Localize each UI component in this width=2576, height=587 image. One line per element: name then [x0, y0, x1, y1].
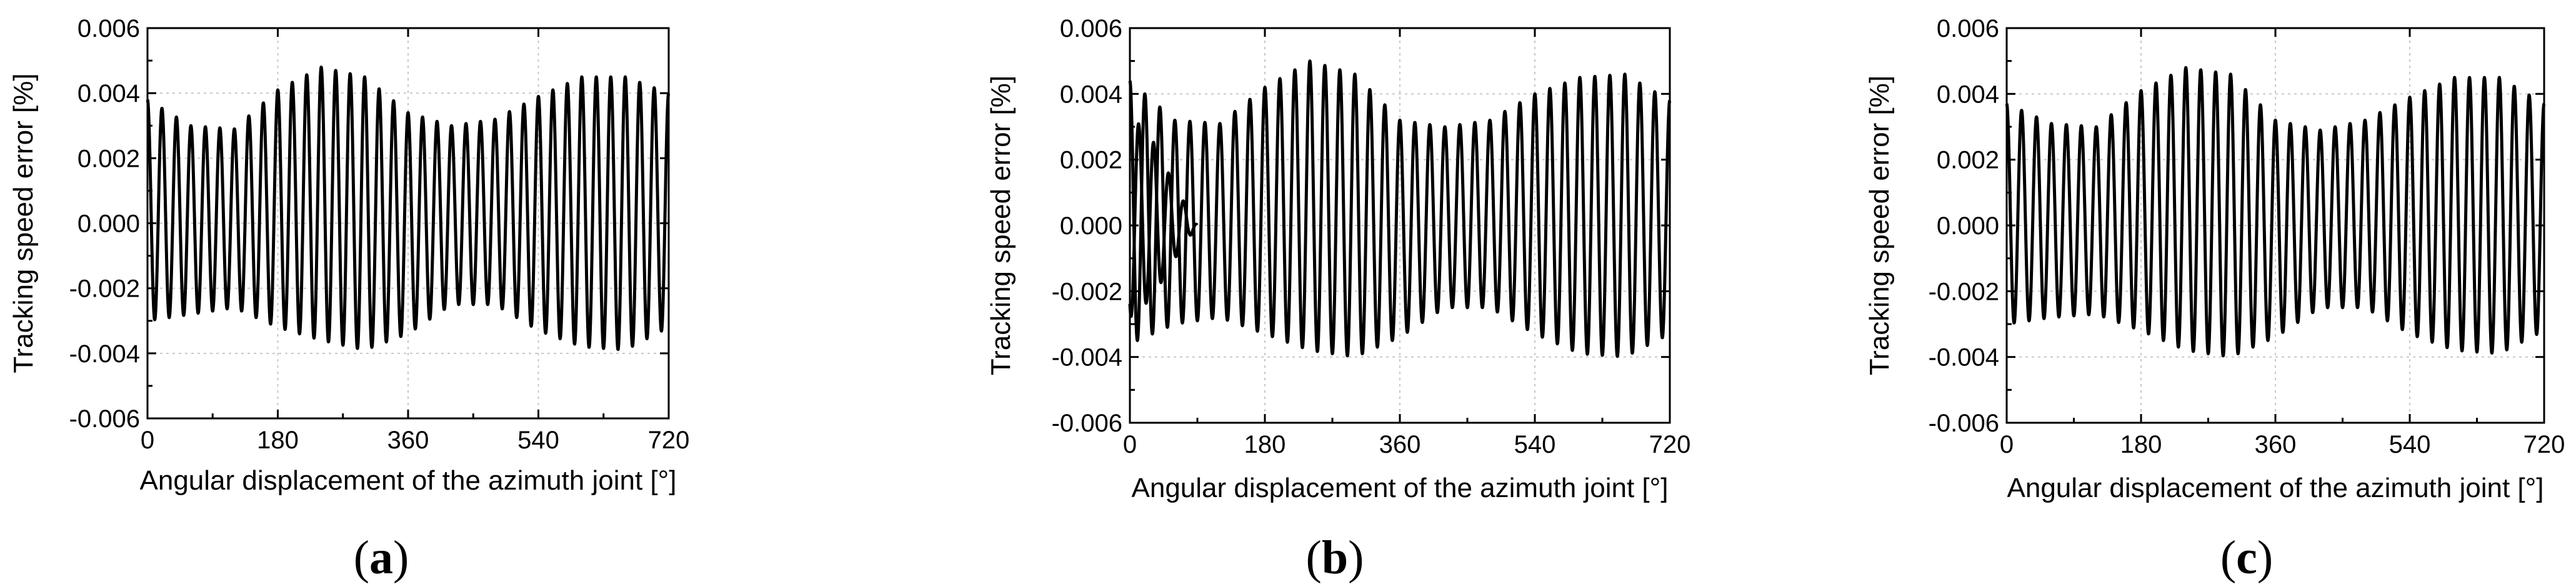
y-tick-label: 0.004	[1937, 81, 1999, 108]
y-tick-label: 0.002	[77, 145, 140, 172]
y-tick-label: -0.004	[1052, 344, 1122, 372]
panel-label-close-paren: )	[393, 531, 409, 584]
series-line-2	[1128, 122, 1199, 318]
gridlines	[147, 27, 669, 419]
y-tick-label: 0.000	[1060, 212, 1122, 240]
y-axis-label: Tracking speed error [%]	[8, 73, 39, 373]
x-tick-label: 180	[2120, 431, 2162, 458]
chart-panel-b: 0 180 360 540 720 -0.006 -0.004 -0.002 0.000 0.00…	[986, 15, 1690, 584]
gridlines	[1129, 27, 1670, 423]
x-tick-label: 180	[1244, 431, 1286, 458]
y-tick-label: -0.006	[1929, 410, 1999, 437]
y-tick-label: 0.000	[1937, 212, 1999, 240]
y-tick-label: -0.006	[1052, 410, 1122, 437]
y-tick-label: 0.000	[77, 210, 140, 238]
series-line-1	[146, 66, 671, 352]
y-tick-label: -0.006	[69, 405, 140, 433]
x-axis-label: Angular displacement of the azimuth join…	[140, 465, 677, 496]
y-tick-label: -0.002	[69, 275, 140, 303]
panel-label-open-paren: (	[1306, 531, 1322, 584]
x-tick-label: 540	[1514, 431, 1556, 458]
y-axis-label: Tracking speed error [%]	[1864, 76, 1895, 375]
y-tick-label: -0.004	[69, 340, 140, 368]
series-line-1	[1128, 59, 1672, 358]
panel-label-close-paren: )	[2257, 531, 2273, 584]
y-tick-label: 0.006	[77, 15, 140, 42]
panel-label-close-paren: )	[1348, 531, 1364, 584]
panel-label: (b)	[1306, 531, 1364, 584]
y-tick-label: 0.004	[1060, 81, 1122, 108]
y-axis-label: Tracking speed error [%]	[986, 76, 1016, 375]
y-tick-label: 0.002	[1060, 147, 1122, 174]
y-tick-label: -0.002	[1929, 278, 1999, 305]
x-axis-label: Angular displacement of the azimuth join…	[1132, 473, 1669, 503]
x-tick-label: 540	[2389, 431, 2431, 458]
panel-label-letter: b	[1322, 531, 1348, 584]
x-tick-label: 360	[2255, 431, 2297, 458]
y-tick-label: 0.006	[1937, 15, 1999, 42]
gridlines	[2006, 27, 2545, 423]
y-tick-label: -0.002	[1052, 278, 1122, 305]
x-tick-label: 0	[141, 427, 154, 454]
panel-label-open-paren: (	[354, 531, 369, 584]
x-tick-label: 0	[1123, 431, 1137, 458]
x-axis-label: Angular displacement of the azimuth join…	[2007, 473, 2544, 503]
x-tick-label: 360	[387, 427, 429, 454]
x-tick-label: 180	[257, 427, 299, 454]
x-tick-label: 360	[1379, 431, 1421, 458]
panel-label-letter: a	[369, 531, 393, 584]
x-tick-label: 720	[1649, 431, 1691, 458]
panel-label: (a)	[354, 531, 409, 584]
x-tick-label: 720	[2524, 431, 2565, 458]
chart-panel-c: 0 180 360 540 720 -0.006 -0.004 -0.002 0.000 0.00…	[1864, 15, 2565, 584]
x-tick-label: 0	[2000, 431, 2014, 458]
chart-panel-a: 0 180 360 540 720 -0.006 -0.004 -0.002 0.000 0.00…	[8, 15, 689, 584]
y-tick-label: 0.006	[1060, 15, 1122, 42]
x-tick-label: 540	[517, 427, 559, 454]
panel-label-letter: c	[2236, 531, 2257, 584]
panel-label-open-paren: (	[2220, 531, 2236, 584]
x-tick-label: 720	[648, 427, 690, 454]
y-tick-label: -0.004	[1929, 344, 1999, 372]
panel-label: (c)	[2220, 531, 2273, 584]
y-tick-label: 0.002	[1937, 147, 1999, 174]
series-line-1	[2005, 66, 2546, 358]
y-tick-label: 0.004	[77, 80, 140, 107]
